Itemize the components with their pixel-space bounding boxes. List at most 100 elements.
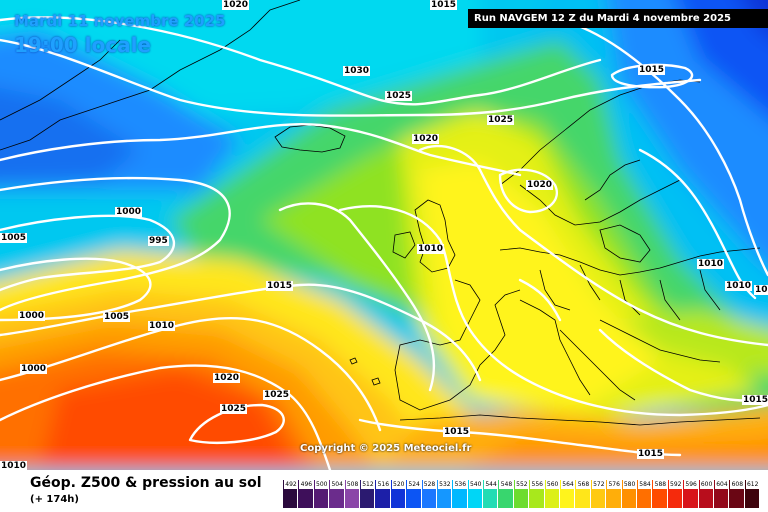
scale-value: 600 bbox=[699, 480, 714, 489]
scale-swatch: 580 bbox=[620, 480, 637, 508]
scale-value: 524 bbox=[407, 480, 422, 489]
isobar-label: 1020 bbox=[213, 373, 241, 383]
scale-value: 580 bbox=[622, 480, 637, 489]
scale-value: 592 bbox=[668, 480, 683, 489]
scale-swatch: 608 bbox=[728, 480, 745, 508]
scale-swatch: 524 bbox=[405, 480, 422, 508]
isobar-label: 1015 bbox=[637, 449, 665, 459]
scale-value: 504 bbox=[330, 480, 345, 489]
isobar-label: 1000 bbox=[18, 311, 46, 321]
scale-swatch: 560 bbox=[543, 480, 560, 508]
legend-subtitle: (+ 174h) bbox=[30, 494, 79, 505]
legend-title: Géop. Z500 & pression au sol bbox=[30, 475, 262, 491]
scale-value: 520 bbox=[391, 480, 406, 489]
scale-value: 608 bbox=[730, 480, 745, 489]
isobar-label: 1010 bbox=[725, 281, 753, 291]
scale-swatch: 604 bbox=[712, 480, 729, 508]
isobar-label: 1020 bbox=[412, 134, 440, 144]
scale-swatch: 568 bbox=[574, 480, 591, 508]
scale-swatch: 548 bbox=[497, 480, 514, 508]
scale-swatch: 576 bbox=[605, 480, 622, 508]
color-scale: 492 496 500 504 508 512 516 520 524 528 532 536 540 5… bbox=[282, 480, 760, 508]
scale-value: 560 bbox=[545, 480, 560, 489]
isobar-label: 1015 bbox=[742, 395, 768, 405]
scale-swatch: 584 bbox=[635, 480, 652, 508]
scale-swatch: 564 bbox=[559, 480, 576, 508]
isobar-label: 1010 bbox=[697, 259, 725, 269]
scale-swatch: 600 bbox=[697, 480, 714, 508]
scale-swatch: 508 bbox=[343, 480, 360, 508]
scale-swatch: 532 bbox=[435, 480, 452, 508]
isobar-label: 1025 bbox=[385, 91, 413, 101]
geopotential-field bbox=[0, 0, 768, 470]
isobar-label: 1025 bbox=[220, 404, 248, 414]
scale-swatch: 612 bbox=[743, 480, 760, 508]
scale-value: 568 bbox=[576, 480, 591, 489]
scale-swatch: 588 bbox=[651, 480, 668, 508]
isobar-label: 1010 bbox=[417, 244, 445, 254]
coastlines bbox=[0, 0, 761, 426]
isobar-label: 1015 bbox=[754, 285, 768, 295]
scale-swatch: 492 bbox=[282, 480, 298, 508]
geopotential-map bbox=[0, 0, 768, 470]
isobar-label: 1010 bbox=[0, 461, 28, 471]
scale-value: 552 bbox=[514, 480, 529, 489]
scale-value: 496 bbox=[299, 480, 314, 489]
isobar-label: 1010 bbox=[148, 321, 176, 331]
scale-value: 516 bbox=[376, 480, 391, 489]
isobar-label: 1015 bbox=[430, 0, 458, 10]
scale-value: 536 bbox=[453, 480, 468, 489]
isobar-label: 1020 bbox=[222, 0, 250, 10]
isobars bbox=[0, 16, 768, 470]
scale-value: 528 bbox=[422, 480, 437, 489]
forecast-date: Mardi 11 novembre 2025 bbox=[14, 12, 226, 30]
run-info-banner: Run NAVGEM 12 Z du Mardi 4 novembre 2025 bbox=[468, 9, 768, 28]
isobar-label: 1025 bbox=[263, 390, 291, 400]
forecast-time: 19:00 locale bbox=[14, 33, 151, 57]
isobar-label: 1030 bbox=[343, 66, 371, 76]
copyright-text: Copyright © 2025 Meteociel.fr bbox=[300, 443, 472, 454]
scale-value: 604 bbox=[714, 480, 729, 489]
scale-swatch: 596 bbox=[682, 480, 699, 508]
scale-value: 584 bbox=[637, 480, 652, 489]
scale-value: 532 bbox=[437, 480, 452, 489]
scale-swatch: 552 bbox=[512, 480, 529, 508]
scale-value: 588 bbox=[653, 480, 668, 489]
scale-value: 512 bbox=[360, 480, 375, 489]
legend-footer: Géop. Z500 & pression au sol (+ 174h) 49… bbox=[0, 470, 768, 512]
scale-swatch: 500 bbox=[312, 480, 329, 508]
scale-swatch: 516 bbox=[374, 480, 391, 508]
scale-value: 500 bbox=[314, 480, 329, 489]
scale-value: 548 bbox=[499, 480, 514, 489]
scale-value: 508 bbox=[345, 480, 360, 489]
scale-swatch: 592 bbox=[666, 480, 683, 508]
isobar-label: 1005 bbox=[103, 312, 131, 322]
scale-swatch: 556 bbox=[528, 480, 545, 508]
scale-swatch: 512 bbox=[358, 480, 375, 508]
scale-value: 544 bbox=[484, 480, 499, 489]
scale-swatch: 540 bbox=[466, 480, 483, 508]
scale-value: 564 bbox=[561, 480, 576, 489]
isobar-label: 995 bbox=[148, 236, 169, 246]
scale-value: 576 bbox=[607, 480, 622, 489]
scale-value: 540 bbox=[468, 480, 483, 489]
isobar-label: 1005 bbox=[0, 233, 28, 243]
isobar-label: 1015 bbox=[443, 427, 471, 437]
scale-value: 612 bbox=[745, 480, 760, 489]
isobar-label: 1025 bbox=[487, 115, 515, 125]
isobar-label: 1000 bbox=[115, 207, 143, 217]
scale-swatch: 496 bbox=[297, 480, 314, 508]
scale-value: 572 bbox=[591, 480, 606, 489]
scale-swatch: 536 bbox=[451, 480, 468, 508]
scale-swatch: 572 bbox=[589, 480, 606, 508]
scale-value: 492 bbox=[284, 480, 298, 489]
scale-swatch: 504 bbox=[328, 480, 345, 508]
isobar-label: 1015 bbox=[638, 65, 666, 75]
scale-swatch: 544 bbox=[482, 480, 499, 508]
scale-swatch: 520 bbox=[389, 480, 406, 508]
scale-value: 556 bbox=[530, 480, 545, 489]
scale-value: 596 bbox=[684, 480, 699, 489]
isobar-label: 1020 bbox=[526, 180, 554, 190]
isobar-label: 1015 bbox=[266, 281, 294, 291]
